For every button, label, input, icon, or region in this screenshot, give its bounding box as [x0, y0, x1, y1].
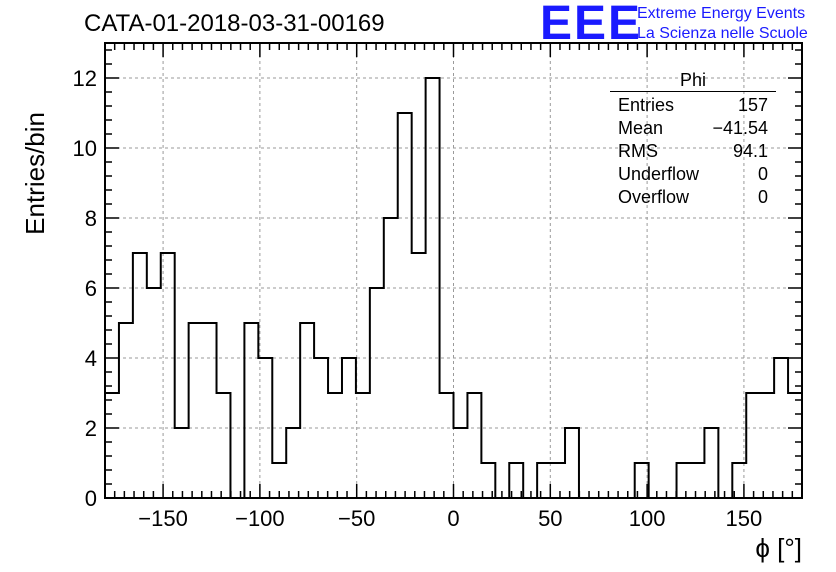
histogram-bin — [189, 323, 203, 498]
histogram-bin — [217, 393, 231, 498]
stats-value: −41.54 — [712, 118, 768, 138]
x-axis-label: ϕ [°] — [755, 533, 802, 563]
histogram-bin — [704, 428, 718, 498]
histogram-bin — [774, 358, 788, 498]
histogram-bin — [133, 253, 147, 498]
y-tick-label: 6 — [85, 276, 97, 301]
histogram-bin — [203, 323, 217, 498]
histogram-bin — [342, 358, 356, 498]
histogram-bin — [314, 358, 328, 498]
logo-line-1: Extreme Energy Events — [637, 5, 806, 22]
stats-label: Mean — [618, 118, 664, 138]
histogram-bin — [328, 393, 342, 498]
y-tick-label: 10 — [73, 136, 97, 161]
y-tick-label: 8 — [85, 206, 97, 231]
histogram-bin — [398, 113, 412, 498]
histogram-bin — [384, 218, 398, 498]
histogram-bin — [467, 393, 481, 498]
histogram-bin — [760, 393, 774, 498]
histogram-bin — [690, 463, 704, 498]
stats-label: Entries — [618, 95, 675, 115]
histogram-bin — [147, 288, 161, 498]
histogram-bin — [356, 393, 370, 498]
histogram-bin — [788, 393, 802, 498]
y-tick-label: 0 — [85, 486, 97, 511]
x-tick-label: −150 — [138, 506, 188, 531]
histogram-bin — [258, 358, 272, 498]
eee-logo: EEE — [540, 0, 643, 50]
histogram-outline — [104, 77, 803, 499]
logo-line-2: La Scienza nelle Scuole — [637, 25, 808, 42]
x-tick-label: 0 — [447, 506, 459, 531]
stats-row-overflow: Overflow 0 — [610, 186, 776, 209]
histogram-bin — [537, 463, 551, 498]
y-axis-label: Entries/bin — [20, 112, 50, 235]
x-tick-label: −100 — [235, 506, 285, 531]
stats-box: Phi Entries 157 Mean −41.54 RMS 94.1 Und… — [610, 70, 776, 209]
histogram-bin — [286, 428, 300, 498]
histogram-bin — [426, 78, 440, 498]
y-tick-label: 2 — [85, 416, 97, 441]
x-tick-label: 100 — [629, 506, 666, 531]
x-tick-label: −50 — [338, 506, 375, 531]
histogram-bin — [454, 428, 468, 498]
stats-value: 0 — [757, 187, 768, 207]
stats-value: 157 — [737, 95, 768, 115]
histogram-bin — [440, 393, 454, 498]
stats-label: Overflow — [618, 187, 690, 207]
histogram-bin — [551, 463, 565, 498]
stats-row-rms: RMS 94.1 — [610, 140, 776, 163]
stats-row-underflow: Underflow 0 — [610, 163, 776, 186]
histogram-bin — [746, 393, 760, 498]
y-tick-label: 4 — [85, 346, 97, 371]
stats-row-mean: Mean −41.54 — [610, 117, 776, 140]
histogram-bin — [119, 323, 133, 498]
x-tick-label: 50 — [538, 506, 562, 531]
stats-row-entries: Entries 157 — [610, 94, 776, 117]
histogram-bin — [244, 323, 258, 498]
histogram-bin — [412, 253, 426, 498]
stats-label: Underflow — [618, 164, 700, 184]
stats-label: RMS — [618, 141, 658, 161]
y-tick-label: 12 — [73, 66, 97, 91]
histogram-bin — [370, 288, 384, 498]
x-tick-label: 150 — [726, 506, 763, 531]
histogram-bin — [161, 253, 175, 498]
stats-title: Phi — [610, 70, 776, 92]
histogram-bin — [105, 393, 119, 498]
stats-value: 94.1 — [732, 141, 768, 161]
histogram-bin — [677, 463, 691, 498]
histogram-bin — [565, 428, 579, 498]
histogram-bin — [481, 463, 495, 498]
chart-title: CATA-01-2018-03-31-00169 — [84, 10, 385, 37]
stats-value: 0 — [757, 164, 768, 184]
histogram-bin — [300, 323, 314, 498]
histogram-bin — [175, 428, 189, 498]
